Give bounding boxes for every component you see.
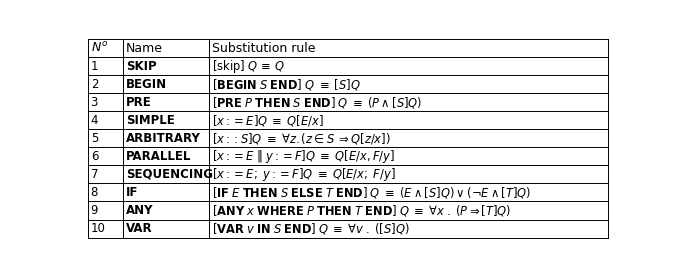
Text: 5: 5 — [91, 132, 98, 145]
Text: SEQUENCING: SEQUENCING — [126, 168, 213, 181]
Text: $N^o$: $N^o$ — [91, 41, 108, 55]
Text: 6: 6 — [91, 150, 98, 163]
Text: ANY: ANY — [126, 204, 153, 217]
Text: $[\mathbf{ANY}\;x\;\mathbf{WHERE}\;P\;\mathbf{THEN}\;T\;\mathbf{END}]\;Q\;\equiv: $[\mathbf{ANY}\;x\;\mathbf{WHERE}\;P\;\m… — [212, 203, 511, 218]
Text: 8: 8 — [91, 186, 98, 199]
Text: VAR: VAR — [126, 222, 153, 235]
Text: IF: IF — [126, 186, 139, 199]
Text: 10: 10 — [91, 222, 105, 235]
Text: $[\mathbf{PRE}\;P\;\mathbf{THEN}\;S\;\mathbf{END}]\;Q\;\equiv\;(P\wedge[S]Q)$: $[\mathbf{PRE}\;P\;\mathbf{THEN}\;S\;\ma… — [212, 95, 422, 110]
Text: PARALLEL: PARALLEL — [126, 150, 191, 163]
Text: $[x:=E\;\|\;y:=F]Q\;\equiv\;Q[E/x,F/y]$: $[x:=E\;\|\;y:=F]Q\;\equiv\;Q[E/x,F/y]$ — [212, 148, 395, 165]
Text: 1: 1 — [91, 60, 98, 73]
Text: 2: 2 — [91, 78, 98, 91]
Text: $[x:=E]Q\;\equiv\;Q[E/x]$: $[x:=E]Q\;\equiv\;Q[E/x]$ — [212, 113, 324, 128]
Text: [skip] $Q\,\equiv\,Q$: [skip] $Q\,\equiv\,Q$ — [212, 58, 285, 75]
Text: Substitution rule: Substitution rule — [212, 42, 316, 55]
Text: $[\mathbf{VAR}\;v\;\mathbf{IN}\;S\;\mathbf{END}]\;Q\;\equiv\;\forall v\;.\;([S]Q: $[\mathbf{VAR}\;v\;\mathbf{IN}\;S\;\math… — [212, 221, 409, 236]
Text: $[x:=E;\;y:=F]Q\;\equiv\;Q[E/x;\;F/y]$: $[x:=E;\;y:=F]Q\;\equiv\;Q[E/x;\;F/y]$ — [212, 166, 396, 183]
Text: ARBITRARY: ARBITRARY — [126, 132, 201, 145]
Text: Name: Name — [126, 42, 163, 55]
Text: 9: 9 — [91, 204, 98, 217]
Text: 7: 7 — [91, 168, 98, 181]
Text: 4: 4 — [91, 114, 98, 127]
Text: SKIP: SKIP — [126, 60, 157, 73]
Text: BEGIN: BEGIN — [126, 78, 167, 91]
Text: $[\mathbf{BEGIN}\;S\;\mathbf{END}]\;Q\;\equiv\;[S]Q$: $[\mathbf{BEGIN}\;S\;\mathbf{END}]\;Q\;\… — [212, 77, 361, 92]
Text: 3: 3 — [91, 96, 98, 109]
Text: $[x::S]Q\;\equiv\;\forall z.(z\in S\;\Rightarrow Q[z/x])$: $[x::S]Q\;\equiv\;\forall z.(z\in S\;\Ri… — [212, 131, 391, 146]
Text: $[\mathbf{IF}\;E\;\mathbf{THEN}\;S\;\mathbf{ELSE}\;T\;\mathbf{END}]\;Q\;\equiv\;: $[\mathbf{IF}\;E\;\mathbf{THEN}\;S\;\mat… — [212, 185, 532, 200]
Text: PRE: PRE — [126, 96, 152, 109]
Text: SIMPLE: SIMPLE — [126, 114, 175, 127]
